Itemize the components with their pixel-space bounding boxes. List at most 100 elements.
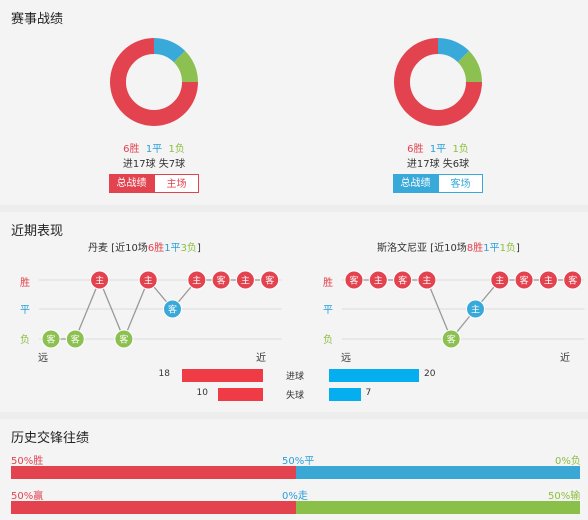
form-dot [344, 270, 364, 290]
right-form-post: ] [515, 243, 520, 254]
left-axis-win: 胜 [20, 278, 30, 289]
left-total-record-button[interactable]: 总战绩 [109, 174, 154, 193]
form-dot-label: 客 [398, 275, 407, 287]
right-total-record-button[interactable]: 总战绩 [393, 174, 438, 193]
left-form-point[interactable]: 客 [65, 329, 85, 349]
form-dot-label: 主 [544, 275, 553, 287]
form-dot [163, 299, 182, 319]
right-form-losses: 1负 [499, 243, 516, 254]
form-dot [260, 270, 280, 290]
form-dot [138, 270, 158, 290]
right-form-pre: [近10场 [427, 243, 467, 254]
left-form-point[interactable]: 客 [41, 329, 61, 349]
form-dot [65, 329, 85, 349]
left-losses: 1负 [168, 144, 185, 155]
left-form-point[interactable]: 客 [211, 270, 231, 290]
form-dot [441, 329, 461, 349]
form-dot-label: 客 [265, 275, 274, 287]
right-wins: 6胜 [407, 144, 424, 155]
recent-title: 近期表现 [11, 224, 64, 239]
form-dot [368, 270, 388, 290]
left-conceded-value: 10 [196, 388, 208, 398]
history-draw-label: 50%平 [282, 456, 315, 467]
form-dot-label: 客 [168, 304, 177, 316]
history-handicap-segment-loss [295, 501, 580, 514]
right-form-point[interactable]: 客 [344, 270, 364, 290]
history-title: 历史交锋往绩 [11, 431, 90, 446]
left-form-losses: 3负 [180, 243, 197, 254]
right-away-button[interactable]: 客场 [438, 174, 483, 193]
form-dot-label: 主 [374, 275, 383, 287]
right-conceded-value: 7 [365, 388, 372, 398]
left-form-point[interactable]: 客 [114, 329, 134, 349]
form-dot-label: 主 [471, 304, 480, 316]
right-axis-near: 近 [560, 353, 570, 364]
right-form-point[interactable]: 主 [538, 270, 558, 290]
history-segment-draw [295, 466, 580, 479]
right-form-point[interactable]: 客 [393, 270, 413, 290]
right-form-point[interactable]: 主 [490, 270, 510, 290]
right-conceded-bar [329, 388, 361, 401]
form-dot-label: 客 [568, 275, 577, 287]
right-form-point[interactable]: 主 [417, 270, 437, 290]
record-left-wdl: 6胜 1平 1负 [94, 140, 214, 155]
conceded-label: 失球 [286, 391, 305, 401]
right-form-point[interactable]: 客 [441, 329, 461, 349]
right-goals-bar [329, 369, 419, 382]
right-form-point[interactable]: 客 [514, 270, 534, 290]
history-loss-label: 0%负 [555, 456, 581, 467]
right-form-header: 斯洛文尼亚 [近10场8胜1平1负] [377, 239, 520, 254]
left-wins: 6胜 [123, 144, 140, 155]
donut-slice-loss [457, 50, 482, 83]
left-form-draws: 1平 [164, 243, 181, 254]
right-form-point[interactable]: 客 [563, 270, 583, 290]
history-result-bar [11, 466, 580, 479]
right-goals-value: 20 [424, 369, 436, 379]
form-dot-label: 主 [241, 275, 250, 287]
right-form-point[interactable]: 主 [368, 270, 388, 290]
form-dot [538, 270, 558, 290]
form-dot-label: 主 [422, 275, 431, 287]
donut-slice-win [110, 38, 198, 126]
form-dot [41, 329, 61, 349]
left-form-point[interactable]: 主 [90, 270, 110, 290]
form-dot [466, 299, 485, 319]
left-draws: 1平 [145, 144, 163, 155]
left-form-point[interactable]: 主 [235, 270, 255, 290]
history-win-label: 50%胜 [11, 456, 44, 467]
left-axis-near: 近 [256, 353, 266, 364]
form-dot [514, 270, 534, 290]
history-handicap-loss-label: 50%输 [548, 491, 581, 502]
left-axis-far: 远 [38, 353, 48, 364]
donut-slice-win [394, 38, 482, 126]
right-axis-win: 胜 [323, 278, 333, 289]
left-form-point[interactable]: 客 [163, 299, 182, 319]
right-draws: 1平 [429, 144, 447, 155]
right-goals-line: 进17球 失6球 [406, 159, 470, 170]
form-dot [490, 270, 510, 290]
form-dot-label: 主 [495, 275, 504, 287]
form-dot [563, 270, 583, 290]
right-axis-far: 远 [341, 353, 351, 364]
form-dot-label: 客 [119, 334, 128, 346]
left-form-header: 丹麦 [近10场6胜1平3负] [88, 239, 201, 254]
right-form-point[interactable]: 主 [466, 299, 485, 319]
left-home-button[interactable]: 主场 [154, 174, 199, 193]
right-form-wins: 8胜 [466, 243, 484, 254]
form-dot [90, 270, 110, 290]
form-dot-label: 主 [192, 275, 201, 287]
record-title: 赛事战绩 [11, 12, 64, 27]
left-form-point[interactable]: 主 [187, 270, 207, 290]
left-axis-loss: 负 [20, 335, 30, 346]
left-form-post: ] [196, 243, 201, 254]
form-dot [235, 270, 255, 290]
right-axis-loss: 负 [323, 335, 333, 346]
left-form-point[interactable]: 主 [138, 270, 158, 290]
left-form-point[interactable]: 客 [260, 270, 280, 290]
form-dot [211, 270, 231, 290]
form-dot [393, 270, 413, 290]
form-dot-label: 客 [349, 275, 358, 287]
left-goals-line: 进17球 失7球 [122, 159, 186, 170]
goals-label: 进球 [286, 372, 305, 382]
right-losses: 1负 [452, 144, 469, 155]
